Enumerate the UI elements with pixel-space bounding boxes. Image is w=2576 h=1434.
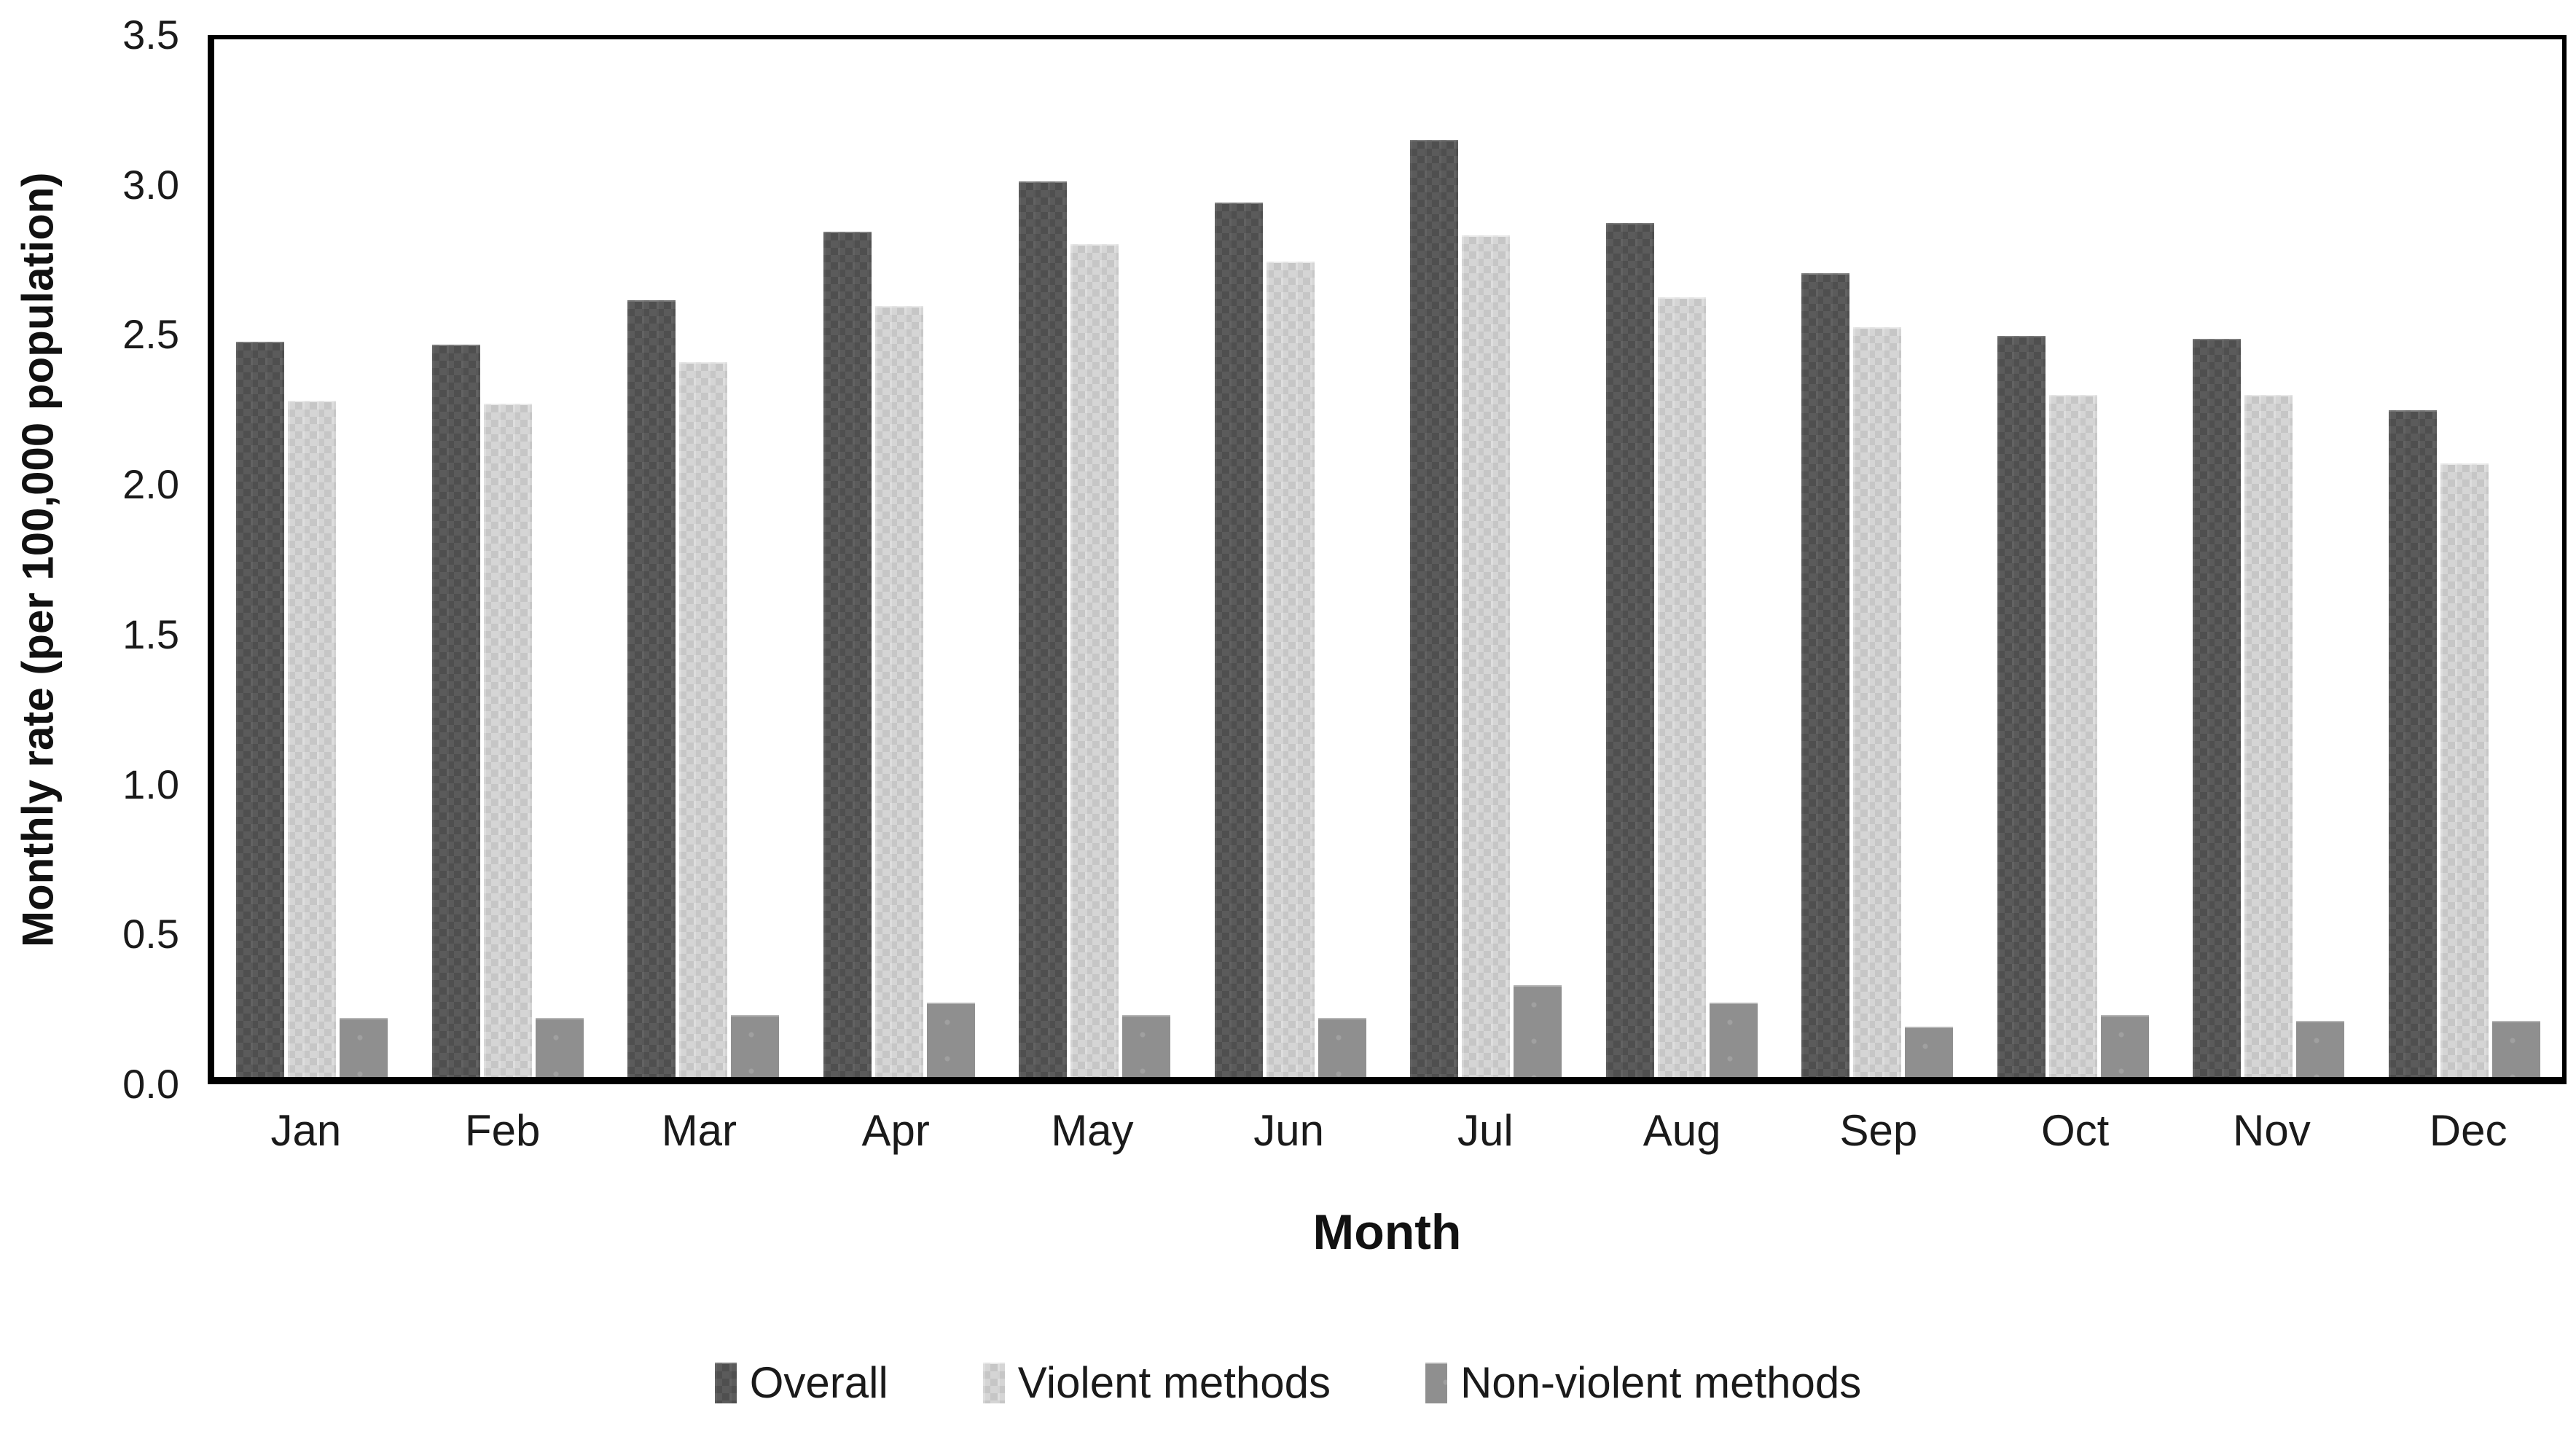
y-tick-label-2.5: 2.5	[122, 311, 179, 358]
bar-non-violent-methods-nov	[2296, 1020, 2345, 1077]
y-tick-label-1.5: 1.5	[122, 611, 179, 657]
y-tick-label-3.5: 3.5	[122, 12, 179, 58]
x-tick-label-jul: Jul	[1457, 1106, 1514, 1155]
bar-group-aug	[1584, 39, 1780, 1077]
bar-violent-methods-may	[1070, 243, 1119, 1077]
plot-area	[208, 35, 2567, 1084]
bar-violent-methods-aug	[1657, 297, 1706, 1077]
x-axis-title: Month	[1312, 1204, 1462, 1260]
bar-violent-methods-mar	[679, 362, 728, 1077]
bar-overall-dec	[2388, 410, 2437, 1077]
bar-violent-methods-jan	[288, 401, 337, 1077]
bar-overall-nov	[2193, 338, 2242, 1077]
bar-violent-methods-sep	[1853, 326, 1902, 1077]
bar-group-jan	[214, 39, 410, 1077]
bar-non-violent-methods-may	[1122, 1014, 1171, 1077]
y-tick-label-0.5: 0.5	[122, 911, 179, 957]
legend-swatch-icon	[1425, 1363, 1447, 1403]
bar-non-violent-methods-jun	[1318, 1017, 1366, 1077]
bar-overall-jul	[1410, 140, 1459, 1077]
y-tick-label-2.0: 2.0	[122, 461, 179, 508]
bar-non-violent-methods-sep	[1905, 1026, 1954, 1077]
y-tick-label-1.0: 1.0	[122, 761, 179, 807]
bar-group-apr	[802, 39, 998, 1077]
bar-overall-jun	[1214, 202, 1263, 1077]
legend-item-overall: Overall	[714, 1358, 888, 1407]
x-tick-label-nov: Nov	[2233, 1106, 2311, 1155]
x-axis-tick-labels: Jan Feb Mar Apr May Jun Jul Aug Sep Oct Nov Dec	[208, 1105, 2567, 1157]
bar-overall-mar	[627, 300, 676, 1077]
bar-group-nov	[2171, 39, 2367, 1077]
bar-non-violent-methods-jan	[340, 1017, 388, 1077]
bar-violent-methods-nov	[2244, 395, 2293, 1077]
bar-non-violent-methods-jul	[1514, 984, 1562, 1077]
bar-non-violent-methods-mar	[731, 1014, 780, 1077]
bar-group-jul	[1388, 39, 1584, 1077]
bar-overall-jan	[236, 342, 285, 1077]
x-tick-label-jan: Jan	[270, 1106, 342, 1155]
x-tick-label-apr: Apr	[861, 1106, 930, 1155]
x-tick-label-feb: Feb	[464, 1106, 541, 1155]
bar-group-jun	[1193, 39, 1389, 1077]
bar-group-mar	[606, 39, 802, 1077]
bar-violent-methods-jul	[1462, 235, 1511, 1077]
bar-violent-methods-oct	[2048, 395, 2097, 1077]
legend-item-violent-methods: Violent methods	[982, 1358, 1331, 1407]
bar-overall-feb	[431, 345, 480, 1077]
bar-violent-methods-apr	[874, 306, 923, 1077]
bar-overall-aug	[1605, 223, 1654, 1077]
bar-overall-apr	[823, 232, 872, 1077]
x-tick-label-jun: Jun	[1253, 1106, 1324, 1155]
bar-group-oct	[1976, 39, 2172, 1077]
bar-non-violent-methods-apr	[926, 1003, 975, 1077]
x-tick-label-mar: Mar	[661, 1106, 737, 1155]
legend-swatch-icon	[714, 1363, 737, 1403]
bar-group-feb	[410, 39, 606, 1077]
bar-overall-sep	[1801, 273, 1850, 1077]
legend-item-non-violent-methods: Non-violent methods	[1425, 1361, 1861, 1405]
bar-non-violent-methods-oct	[2100, 1014, 2149, 1077]
bar-violent-methods-jun	[1266, 262, 1315, 1077]
x-tick-label-aug: Aug	[1643, 1106, 1721, 1155]
bar-non-violent-methods-dec	[2491, 1020, 2540, 1077]
y-tick-label-0.0: 0.0	[122, 1061, 179, 1107]
bar-overall-oct	[1997, 335, 2045, 1077]
y-tick-label-3.0: 3.0	[122, 161, 179, 208]
bar-group-dec	[2367, 39, 2563, 1077]
bar-violent-methods-dec	[2440, 463, 2489, 1077]
x-tick-label-oct: Oct	[2040, 1106, 2110, 1155]
bar-non-violent-methods-aug	[1709, 1003, 1758, 1077]
bar-group-may	[997, 39, 1193, 1077]
legend-label: Non-violent methods	[1460, 1358, 1862, 1407]
x-tick-label-dec: Dec	[2429, 1106, 2508, 1155]
legend-label: Violent methods	[1017, 1358, 1331, 1407]
legend: Overall Violent methods Non-violent method…	[0, 1361, 2576, 1405]
bar-overall-may	[1019, 181, 1068, 1077]
x-tick-label-may: May	[1051, 1106, 1134, 1155]
legend-label: Overall	[749, 1358, 888, 1407]
bar-violent-methods-feb	[483, 404, 532, 1077]
bar-non-violent-methods-feb	[535, 1017, 584, 1077]
y-axis-tick-labels: 0.0 0.5 1.0 1.5 2.0 2.5 3.0 3.5	[0, 15, 191, 1105]
x-tick-label-sep: Sep	[1839, 1106, 1918, 1155]
bar-group-sep	[1780, 39, 1976, 1077]
legend-swatch-icon	[982, 1363, 1005, 1403]
